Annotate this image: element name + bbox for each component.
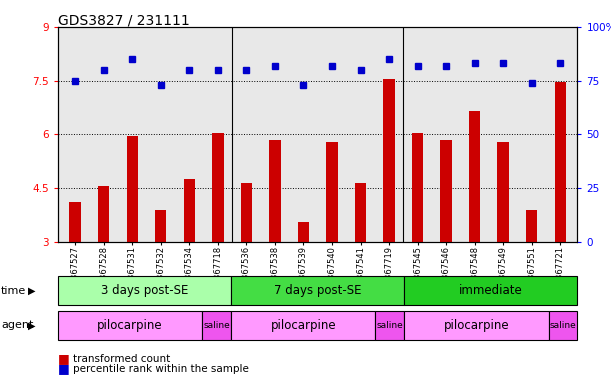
Bar bbox=[404, 276, 577, 305]
Bar bbox=[231, 276, 404, 305]
Text: saline: saline bbox=[203, 321, 230, 330]
Text: ▶: ▶ bbox=[27, 320, 35, 331]
Bar bbox=[58, 276, 231, 305]
Bar bbox=[126, 136, 138, 242]
Bar bbox=[404, 311, 549, 340]
Text: immediate: immediate bbox=[459, 285, 523, 297]
Text: saline: saline bbox=[549, 321, 576, 330]
Text: transformed count: transformed count bbox=[73, 354, 170, 364]
Bar bbox=[469, 111, 480, 242]
Bar bbox=[375, 311, 404, 340]
Bar bbox=[183, 179, 195, 242]
Text: pilocarpine: pilocarpine bbox=[444, 319, 509, 332]
Text: ■: ■ bbox=[58, 362, 74, 375]
Bar bbox=[326, 142, 338, 242]
Bar bbox=[241, 183, 252, 242]
Bar bbox=[98, 186, 109, 242]
Text: agent: agent bbox=[1, 320, 34, 331]
Bar bbox=[231, 311, 375, 340]
Text: percentile rank within the sample: percentile rank within the sample bbox=[73, 364, 249, 374]
Text: 7 days post-SE: 7 days post-SE bbox=[274, 285, 362, 297]
Text: pilocarpine: pilocarpine bbox=[271, 319, 336, 332]
Text: GDS3827 / 231111: GDS3827 / 231111 bbox=[58, 13, 190, 27]
Bar bbox=[355, 183, 366, 242]
Bar bbox=[212, 132, 224, 242]
Bar bbox=[549, 311, 577, 340]
Bar bbox=[555, 83, 566, 242]
Bar bbox=[269, 140, 280, 242]
Bar bbox=[412, 132, 423, 242]
Bar bbox=[526, 210, 538, 242]
Text: pilocarpine: pilocarpine bbox=[97, 319, 163, 332]
Text: ■: ■ bbox=[58, 353, 74, 366]
Bar bbox=[441, 140, 452, 242]
Text: 3 days post-SE: 3 days post-SE bbox=[101, 285, 188, 297]
Bar bbox=[298, 222, 309, 242]
Bar bbox=[202, 311, 231, 340]
Bar bbox=[383, 79, 395, 242]
Bar bbox=[70, 202, 81, 242]
Text: time: time bbox=[1, 286, 26, 296]
Bar bbox=[58, 311, 202, 340]
Text: ▶: ▶ bbox=[27, 286, 35, 296]
Bar bbox=[497, 142, 509, 242]
Text: saline: saline bbox=[376, 321, 403, 330]
Bar bbox=[155, 210, 166, 242]
